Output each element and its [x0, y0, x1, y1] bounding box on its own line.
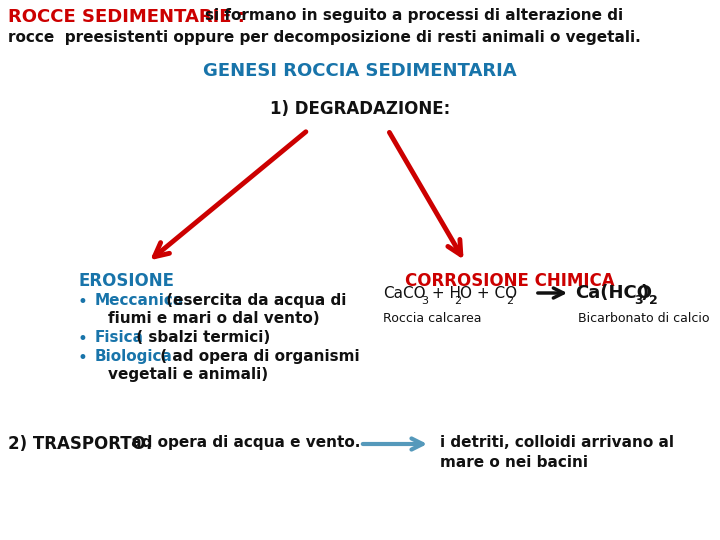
Text: EROSIONE: EROSIONE	[78, 272, 174, 290]
Text: Fisica: Fisica	[95, 330, 144, 345]
Text: Biologica: Biologica	[95, 349, 173, 364]
Text: (esercita da acqua di: (esercita da acqua di	[161, 293, 346, 308]
Text: CORROSIONE CHIMICA: CORROSIONE CHIMICA	[405, 272, 615, 290]
Text: 2) TRASPORTO:: 2) TRASPORTO:	[8, 435, 153, 453]
Text: 3: 3	[421, 296, 428, 306]
Text: •: •	[78, 293, 88, 311]
Text: ROCCE SEDIMENTARIE :: ROCCE SEDIMENTARIE :	[8, 8, 251, 26]
Text: 2: 2	[454, 296, 461, 306]
Text: ): )	[641, 284, 649, 302]
Text: 2: 2	[506, 296, 513, 306]
Text: ad opera di acqua e vento.: ad opera di acqua e vento.	[126, 435, 361, 450]
Text: Ca(HCO: Ca(HCO	[575, 284, 652, 302]
Text: + H: + H	[427, 286, 461, 301]
Text: •: •	[78, 330, 88, 348]
Text: si formano in seguito a processi di alterazione di: si formano in seguito a processi di alte…	[205, 8, 623, 23]
Text: O + CO: O + CO	[460, 286, 517, 301]
Text: GENESI ROCCIA SEDIMENTARIA: GENESI ROCCIA SEDIMENTARIA	[203, 62, 517, 80]
Text: ( ad opera di organismi: ( ad opera di organismi	[155, 349, 359, 364]
Text: •: •	[78, 349, 88, 367]
Text: ( sbalzi termici): ( sbalzi termici)	[131, 330, 270, 345]
Text: CaCO: CaCO	[383, 286, 426, 301]
Text: i detriti, colloidi arrivano al: i detriti, colloidi arrivano al	[440, 435, 674, 450]
Text: Roccia calcarea: Roccia calcarea	[383, 312, 482, 325]
Text: 1) DEGRADAZIONE:: 1) DEGRADAZIONE:	[270, 100, 450, 118]
Text: mare o nei bacini: mare o nei bacini	[440, 455, 588, 470]
Text: 2: 2	[649, 294, 658, 307]
Text: 3: 3	[634, 294, 643, 307]
Text: vegetali e animali): vegetali e animali)	[108, 367, 268, 382]
Text: fiumi e mari o dal vento): fiumi e mari o dal vento)	[108, 311, 320, 326]
Text: rocce  preesistenti oppure per decomposizione di resti animali o vegetali.: rocce preesistenti oppure per decomposiz…	[8, 30, 641, 45]
Text: Meccanica: Meccanica	[95, 293, 184, 308]
Text: Bicarbonato di calcio: Bicarbonato di calcio	[578, 312, 709, 325]
